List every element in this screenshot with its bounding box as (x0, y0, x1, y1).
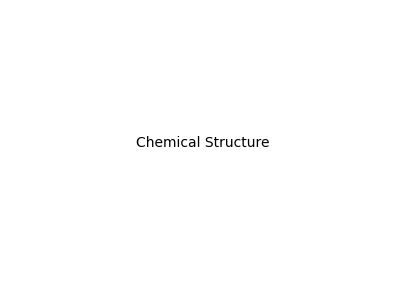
Text: Chemical Structure: Chemical Structure (136, 136, 270, 151)
